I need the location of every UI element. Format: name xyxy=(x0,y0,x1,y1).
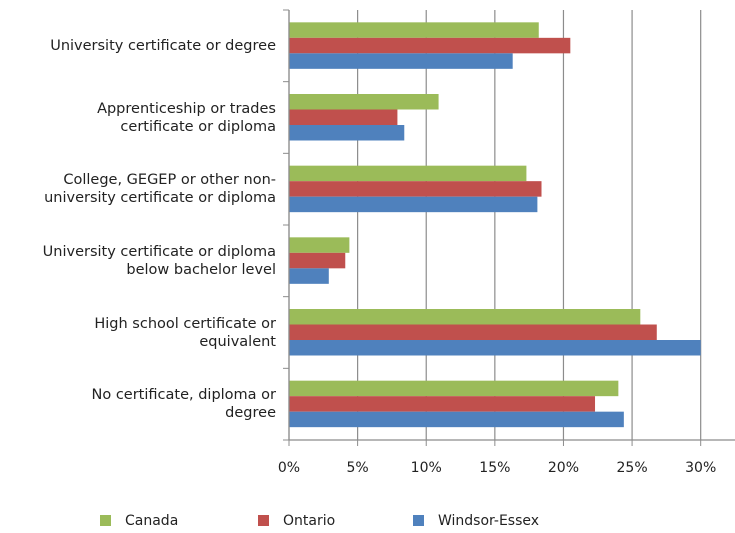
x-tick-label: 0% xyxy=(278,460,300,476)
legend-label: Canada xyxy=(125,513,178,529)
bar xyxy=(289,237,350,253)
x-tick-label: 30% xyxy=(685,460,716,476)
category-label: University certificate or diploma below … xyxy=(42,243,276,278)
x-tick-label: 10% xyxy=(411,460,442,476)
bar xyxy=(289,340,701,356)
x-tick-label: 20% xyxy=(548,460,579,476)
category-label: No certificate, diploma or degree xyxy=(91,387,277,422)
legend-label: Ontario xyxy=(283,513,335,529)
bar xyxy=(289,181,542,197)
bar xyxy=(289,109,398,125)
bar xyxy=(289,324,657,340)
bar xyxy=(289,268,329,284)
legend-label: Windsor-Essex xyxy=(438,513,539,529)
bar xyxy=(289,22,539,38)
bar xyxy=(289,196,538,213)
x-tick-label: 5% xyxy=(347,460,369,476)
bar xyxy=(289,94,439,110)
bar xyxy=(289,309,641,325)
legend-swatch xyxy=(413,515,424,526)
bar xyxy=(289,165,527,182)
bar xyxy=(289,252,346,269)
bar xyxy=(289,125,405,141)
x-tick-label: 25% xyxy=(617,460,648,476)
bar xyxy=(289,396,596,412)
bar xyxy=(289,37,571,54)
legend-swatch xyxy=(100,515,111,526)
bar xyxy=(289,411,624,428)
bar xyxy=(289,53,513,69)
x-tick-label: 15% xyxy=(479,460,510,476)
category-label: College, GEGEP or other non- university … xyxy=(44,172,276,207)
legend-swatch xyxy=(258,515,269,526)
category-label: High school certificate or equivalent xyxy=(94,315,276,350)
category-label: Apprenticeship or trades certificate or … xyxy=(97,100,276,135)
bar xyxy=(289,380,619,397)
category-label: University certificate or degree xyxy=(50,37,276,54)
